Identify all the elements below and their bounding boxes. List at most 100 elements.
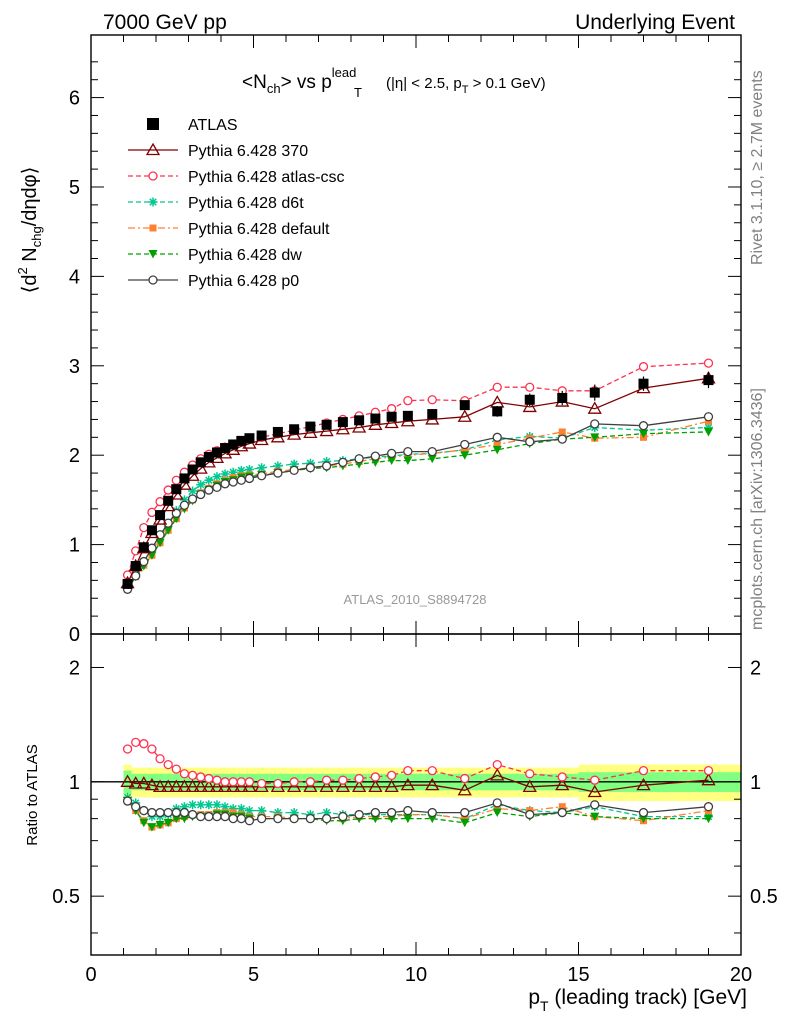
ratio-point-pythia-6-428-370 bbox=[169, 779, 184, 792]
ratio-point-pythia-6-428-p0 bbox=[244, 816, 255, 826]
title-sup-lead: lead bbox=[332, 65, 357, 80]
point-atlas bbox=[236, 435, 247, 446]
ratio-point-pythia-6-428-atlas-csc bbox=[163, 759, 173, 770]
star-stroke bbox=[205, 801, 213, 809]
point-pythia-6-428-default bbox=[493, 440, 501, 448]
ratio-point-pythia-6-428-atlas-csc bbox=[460, 773, 470, 784]
ratio-point-pythia-6-428-atlas-csc bbox=[557, 772, 567, 782]
point-pythia-6-428-p0 bbox=[220, 479, 230, 489]
ratio-point-pythia-6-428-atlas-csc bbox=[147, 744, 157, 754]
point-pythia-6-428-370 bbox=[368, 417, 383, 430]
legend-item-pythia-6-428-d6t: Pythia 6.428 d6t bbox=[128, 195, 304, 212]
y-tick-label: 1 bbox=[69, 535, 80, 557]
ratio-point-pythia-6-428-370 bbox=[587, 784, 602, 798]
ratio-point-pythia-6-428-p0 bbox=[131, 802, 141, 812]
point-pythia-6-428-dw bbox=[704, 427, 713, 437]
analysis-label: ATLAS_2010_S8894728 bbox=[344, 592, 487, 607]
ratio-point-pythia-6-428-p0 bbox=[212, 811, 222, 822]
point-atlas bbox=[244, 433, 255, 444]
point-pythia-6-428-p0 bbox=[179, 500, 190, 510]
point-pythia-6-428-370 bbox=[490, 395, 505, 408]
ratio-point-pythia-6-428-370 bbox=[368, 779, 383, 792]
ratio-line-pythia-6-428-default bbox=[127, 800, 709, 828]
ratio-point-pythia-6-428-370 bbox=[152, 779, 168, 792]
ratio-point-pythia-6-428-dw bbox=[147, 823, 157, 832]
y-tick-label: 3 bbox=[69, 356, 80, 378]
ratio-point-pythia-6-428-p0 bbox=[171, 807, 181, 818]
point-pythia-6-428-370 bbox=[335, 421, 350, 435]
ratio-point-pythia-6-428-atlas-csc bbox=[256, 778, 267, 789]
ratio-point-pythia-6-428-370 bbox=[161, 779, 176, 792]
point-atlas bbox=[402, 410, 413, 421]
point-atlas bbox=[427, 409, 438, 420]
star-stroke bbox=[237, 804, 246, 813]
legend-marker bbox=[148, 250, 158, 259]
legend-item-atlas: ATLAS bbox=[147, 117, 238, 134]
ratio-point-pythia-6-428-atlas-csc bbox=[590, 775, 600, 785]
point-atlas bbox=[179, 473, 190, 484]
main-y-axis-label: ⟨d2 Nchg/dηdφ⟩ bbox=[15, 167, 44, 294]
ratio-point-pythia-6-428-370 bbox=[144, 777, 160, 791]
ratio-point-pythia-6-428-atlas-csc bbox=[370, 772, 381, 782]
ratio-point-pythia-6-428-dw bbox=[139, 818, 149, 828]
point-pythia-6-428-p0 bbox=[204, 485, 214, 495]
star-stroke bbox=[188, 801, 197, 809]
star-stroke bbox=[196, 480, 205, 489]
point-pythia-6-428-atlas-csc bbox=[139, 522, 149, 533]
point-pythia-6-428-p0 bbox=[212, 482, 222, 493]
point-atlas bbox=[337, 417, 348, 428]
ratio-point-pythia-6-428-p0 bbox=[305, 813, 316, 824]
y-tick-label: 5 bbox=[69, 177, 80, 199]
ratio-y-tick-label-right: 0.5 bbox=[750, 886, 778, 908]
ratio-point-pythia-6-428-atlas-csc bbox=[212, 775, 222, 785]
ratio-y-axis-label: Ratio to ATLAS bbox=[24, 744, 41, 845]
ratio-point-pythia-6-428-p0 bbox=[236, 813, 246, 824]
ratio-point-pythia-6-428-dw bbox=[171, 814, 181, 824]
point-pythia-6-428-p0 bbox=[289, 465, 299, 476]
point-pythia-6-428-atlas-csc bbox=[155, 497, 165, 507]
point-pythia-6-428-p0 bbox=[557, 434, 567, 444]
ratio-point-pythia-6-428-p0 bbox=[289, 813, 299, 824]
point-pythia-6-428-dw bbox=[639, 429, 648, 439]
ratio-point-pythia-6-428-p0 bbox=[122, 796, 133, 806]
ratio-point-pythia-6-428-370 bbox=[555, 777, 570, 791]
ratio-point-pythia-6-428-370 bbox=[177, 779, 192, 792]
point-pythia-6-428-dw bbox=[147, 551, 157, 560]
ratio-point-pythia-6-428-370 bbox=[234, 779, 249, 792]
point-pythia-6-428-p0 bbox=[305, 463, 316, 473]
ratio-point-pythia-6-428-atlas-csc bbox=[228, 777, 238, 787]
ratio-point-pythia-6-428-atlas-csc bbox=[171, 764, 181, 774]
point-pythia-6-428-dw bbox=[155, 538, 165, 548]
ratio-line-pythia-6-428-atlas-csc bbox=[127, 741, 709, 785]
legend-marker bbox=[148, 171, 158, 181]
point-pythia-6-428-dw bbox=[403, 456, 413, 466]
ratio-point-pythia-6-428-p0 bbox=[139, 805, 149, 816]
point-atlas bbox=[163, 495, 174, 506]
point-pythia-6-428-atlas-csc bbox=[427, 395, 437, 405]
ratio-point-pythia-6-428-p0 bbox=[703, 802, 714, 812]
mcplots-label: mcplots.cern.ch [arXiv:1306.3436] bbox=[749, 388, 766, 630]
title-sub-ch: ch bbox=[267, 81, 281, 96]
point-pythia-6-428-p0 bbox=[492, 432, 502, 442]
point-pythia-6-428-d6t bbox=[196, 480, 206, 490]
ratio-point-pythia-6-428-370 bbox=[128, 776, 143, 789]
point-atlas bbox=[195, 457, 206, 468]
x-tick-label: 15 bbox=[567, 964, 589, 986]
point-pythia-6-428-p0 bbox=[273, 468, 283, 478]
title-mid: > vs p bbox=[281, 72, 332, 93]
ratio-point-pythia-6-428-d6t bbox=[236, 804, 246, 814]
point-pythia-6-428-p0 bbox=[187, 494, 198, 504]
ratio-point-pythia-6-428-p0 bbox=[338, 811, 348, 822]
ratio-point-pythia-6-428-p0 bbox=[220, 811, 230, 822]
ratio-point-pythia-6-428-370 bbox=[319, 779, 334, 792]
star-stroke bbox=[188, 487, 197, 495]
point-pythia-6-428-p0 bbox=[163, 518, 173, 528]
ratio-point-pythia-6-428-p0 bbox=[370, 807, 381, 818]
x-tick-label: 20 bbox=[730, 964, 752, 986]
point-pythia-6-428-370 bbox=[319, 423, 334, 437]
legend-label: Pythia 6.428 370 bbox=[188, 143, 308, 160]
x-tick-label: 5 bbox=[248, 964, 259, 986]
legend-item-pythia-6-428-atlas-csc: Pythia 6.428 atlas-csc bbox=[128, 169, 345, 186]
ratio-point-pythia-6-428-dw bbox=[427, 814, 437, 824]
